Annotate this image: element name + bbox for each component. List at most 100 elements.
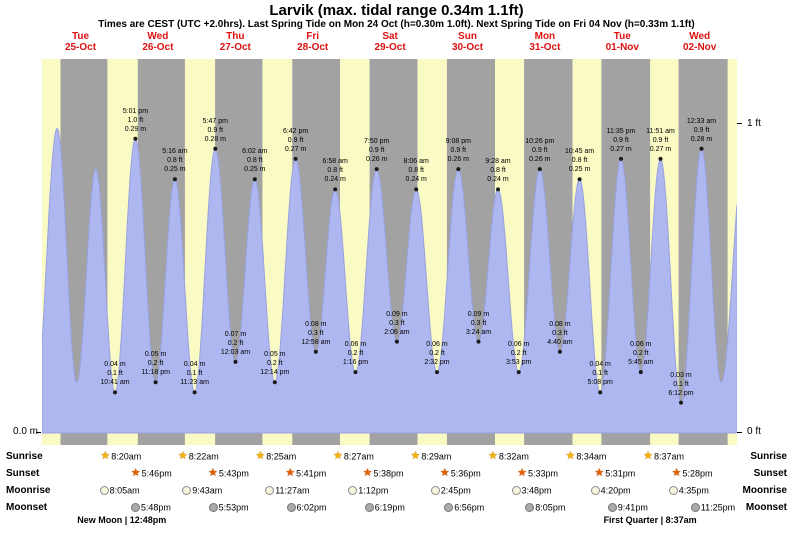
day-name: Sun: [458, 31, 477, 42]
tide-event-dot: [435, 370, 439, 375]
sunset-time: 5:38pm: [373, 468, 404, 479]
day-name: Tue: [71, 31, 90, 42]
sunrise-row-label-left: Sunrise: [6, 451, 43, 462]
moonrise-time: 8:05am: [109, 485, 140, 496]
moonset-row: Moonset Moonset 5:48pm 5:53pm 6:02pm 6:19pm 6:…: [0, 501, 793, 517]
tide-event-dot: [496, 187, 500, 192]
moonset-entry: 5:48pm: [130, 502, 171, 513]
day-name: Thu: [226, 31, 245, 42]
axis-label-0ft: 0 ft: [747, 426, 761, 437]
moonset-moon-icon: [525, 503, 535, 513]
sunrise-star-icon: ★: [333, 450, 343, 463]
page-subtitle: Times are CEST (UTC +2.0hrs). Last Sprin…: [98, 19, 695, 30]
day-date: 27-Oct: [219, 42, 251, 53]
day-date: 28-Oct: [297, 42, 329, 53]
page-title: Larvik (max. tidal range 0.34m 1.1ft): [269, 2, 524, 19]
day-label: Sat 29-Oct: [355, 31, 425, 53]
sunrise-time: 8:29am: [421, 451, 452, 462]
day-label: Wed 26-Oct: [123, 31, 193, 53]
sunset-row: Sunset Sunset ★5:46pm ★5:43pm ★5:41pm ★5:38pm…: [0, 467, 793, 483]
moonset-time: 8:05pm: [535, 502, 566, 513]
sunset-time: 5:36pm: [450, 468, 481, 479]
axis-label-1ft: 1 ft: [747, 118, 761, 129]
moonset-time: 6:19pm: [374, 502, 405, 513]
moonrise-moon-icon: [265, 486, 275, 496]
day-date: 01-Nov: [605, 42, 639, 53]
sunset-time: 5:46pm: [141, 468, 172, 479]
sunrise-entry: ★8:37am: [643, 451, 684, 462]
moonrise-entry: 4:35pm: [668, 485, 709, 496]
tide-event-dot: [374, 167, 379, 172]
sunset-star-icon: ★: [362, 467, 373, 480]
moonset-moon-icon: [690, 503, 700, 513]
sunrise-star-icon: ★: [100, 450, 111, 463]
sunrise-entry: ★8:25am: [255, 451, 296, 462]
sunrise-star-icon: ★: [410, 450, 421, 463]
day-label: Tue 01-Nov: [587, 31, 657, 53]
day-label: Sun 30-Oct: [433, 31, 503, 53]
axis-tick-1ft: [737, 123, 742, 124]
day-label: Mon 31-Oct: [510, 31, 580, 53]
tide-event-dot: [113, 390, 117, 395]
axis-tick-0ft: [737, 432, 742, 433]
sunset-time: 5:41pm: [296, 468, 327, 479]
moonset-moon-icon: [607, 503, 617, 513]
tide-event-dot: [213, 146, 218, 151]
moonrise-moon-icon: [511, 486, 521, 496]
sunrise-star-icon: ★: [488, 450, 498, 463]
tide-event-dot: [133, 136, 138, 141]
moonrise-entry: 11:27am: [265, 485, 310, 496]
day-label: Tue 25-Oct: [46, 31, 116, 53]
moonset-moon-icon: [286, 503, 296, 513]
day-label: Fri 28-Oct: [278, 31, 348, 53]
day-date: 25-Oct: [64, 42, 97, 53]
tide-event-dot: [414, 187, 419, 192]
day-date: 30-Oct: [451, 42, 484, 53]
tide-event-dot: [172, 177, 177, 182]
sunset-time: 5:33pm: [527, 468, 558, 479]
moonrise-time: 3:48pm: [521, 485, 552, 496]
axis-tick-0m: [36, 432, 41, 433]
tide-event-dot: [333, 187, 338, 192]
sunrise-star-icon: ★: [643, 450, 653, 463]
day-header-row: Tue 25-Oct Wed 26-Oct Thu 27-Oct Fri 28-Oct Sat 2…: [0, 31, 793, 57]
moonset-row-label-right: Moonset: [745, 502, 787, 513]
day-name: Tue: [613, 31, 631, 42]
moonset-moon-icon: [130, 503, 140, 513]
moonrise-entry: 3:48pm: [511, 485, 552, 496]
moonset-entry: 9:41pm: [607, 502, 648, 513]
tide-event-dot: [272, 380, 277, 385]
sunrise-time: 8:22am: [188, 451, 219, 462]
tide-event-dot: [476, 339, 481, 344]
moonset-time: 5:53pm: [218, 502, 249, 513]
sunrise-time: 8:37am: [653, 451, 684, 462]
tide-event-dot: [353, 370, 358, 375]
moon-phase-label: New Moon | 12:48pm: [77, 515, 167, 525]
sunset-entry: ★5:38pm: [363, 468, 404, 479]
sunset-row-label-right: Sunset: [753, 468, 787, 479]
tide-event-dot: [619, 156, 623, 161]
moonset-moon-icon: [208, 503, 218, 513]
moonrise-time: 4:20pm: [600, 485, 631, 496]
sunset-star-icon: ★: [208, 467, 218, 480]
moonset-entry: 6:19pm: [364, 502, 405, 513]
moonset-moon-icon: [364, 503, 374, 513]
sunrise-star-icon: ★: [565, 450, 576, 463]
day-date: 26-Oct: [142, 42, 174, 53]
sunrise-time: 8:32am: [498, 451, 529, 462]
sunset-time: 5:43pm: [218, 468, 249, 479]
moonset-time: 6:56pm: [454, 502, 485, 513]
day-name: Wed: [689, 31, 711, 42]
sunrise-entry: ★8:29am: [411, 451, 452, 462]
sunrise-entry: ★8:32am: [488, 451, 529, 462]
tide-event-dot: [598, 390, 603, 395]
tide-event-dot: [252, 177, 257, 182]
sunrise-row: Sunrise Sunrise ★8:20am ★8:22am ★8:25am ★8:27…: [0, 450, 793, 466]
day-date: 29-Oct: [374, 42, 406, 53]
sunset-time: 5:28pm: [682, 468, 713, 479]
moonset-time: 9:41pm: [617, 502, 648, 513]
tide-event-dot: [516, 370, 521, 375]
tide-curve-svg: [42, 59, 737, 445]
day-label: Wed 02-Nov: [665, 31, 735, 53]
